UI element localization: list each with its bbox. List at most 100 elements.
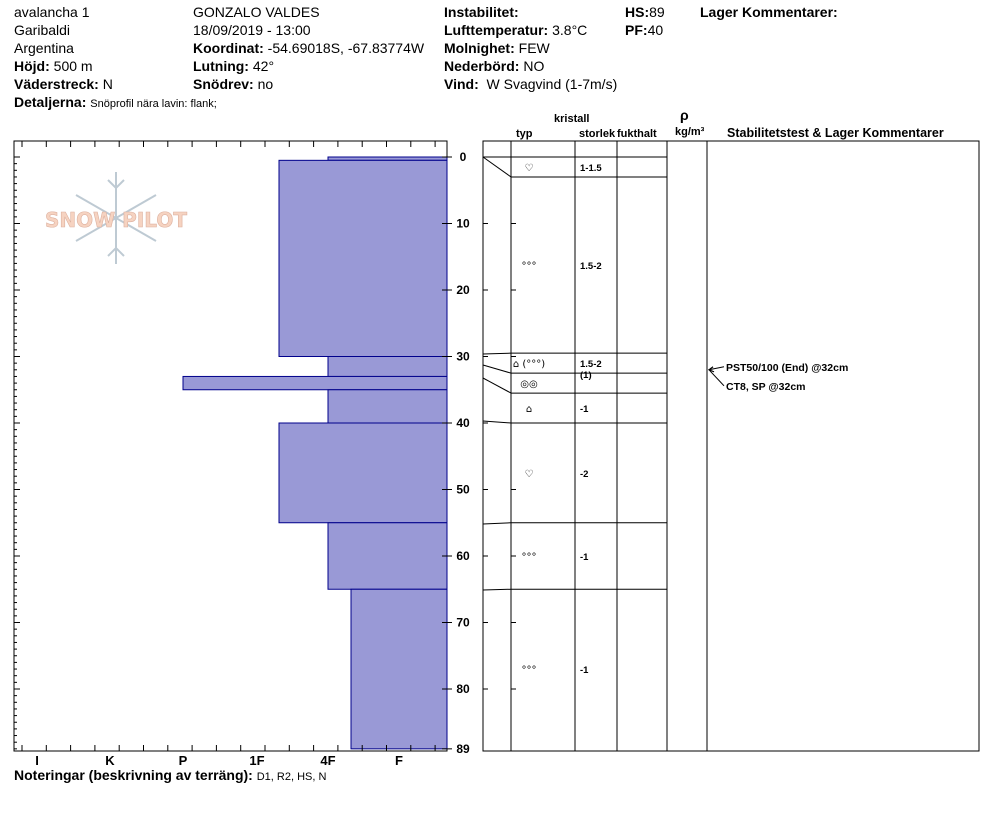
grain-size-label: -1 (580, 404, 589, 415)
grain-size-label: -1 (580, 552, 589, 563)
crystal-header: kristall (554, 113, 590, 125)
depth-tick-label: 60 (456, 549, 470, 563)
instability-label: Instabilitet: (444, 4, 519, 20)
hardness-tick-label: K (105, 753, 115, 768)
depth-tick-label: 30 (456, 350, 470, 364)
snow-drift-value: no (257, 76, 274, 92)
elevation-label: Höjd: (14, 58, 50, 74)
location-area: Garibaldi (14, 22, 71, 38)
pf-value: 40 (647, 22, 664, 38)
layer-comments-label: Lager Kommentarer: (700, 4, 838, 20)
air-temp: Lufttemperatur: 3.8°C (444, 22, 587, 38)
slope-label: Lutning: (193, 58, 249, 74)
notes-value: D1, R2, HS, N (256, 771, 327, 783)
hs: HS:89 (625, 4, 665, 20)
depth-tick-label: 20 (456, 283, 470, 297)
hardness-bar (327, 389, 448, 424)
density-unit: kg/m³ (675, 126, 705, 138)
grain-type-symbol: ⌂ (526, 404, 532, 415)
hardness-tick-label: I (35, 753, 39, 768)
depth-tick-label: 10 (456, 217, 470, 231)
details: Detaljerna: Snöprofil nära lavin: flank; (14, 94, 217, 112)
pf-label: PF: (625, 22, 648, 38)
hardness-tick-label: 1F (249, 753, 264, 768)
stratigraphy-table: ♡ 1-1.5°°° 1.5-2⌂ (°°°) 1.5-2(1)◎◎⌂ -1♡ -2°°°… (482, 140, 980, 752)
strat-connector (482, 156, 512, 178)
depth-tick-label: 40 (456, 416, 470, 430)
details-value: Snöprofil nära lavin: flank; (90, 98, 217, 110)
notes-label: Noteringar (beskrivning av terräng): (14, 767, 253, 783)
location-name: avalancha 1 (14, 4, 90, 20)
logo-text: SNOW PILOT (45, 208, 187, 232)
hs-label: HS: (625, 4, 650, 20)
grain-type-symbol: °°° (522, 665, 537, 676)
arrow-head-icon (707, 366, 715, 373)
depth-tick-label: 80 (456, 682, 470, 696)
depth-tick-label: 89 (456, 742, 470, 756)
hardness-chart: 0 10 20 30 40 50 60 70 80 89 I K P 1F 4F F (13, 140, 470, 768)
precipitation-value: NO (523, 58, 545, 74)
slope-value: 42° (252, 58, 275, 74)
coordinates-value: -54.69018S, -67.83774W (267, 40, 425, 56)
cloud-cover: Molnighet: FEW (444, 40, 550, 56)
strat-connector (482, 377, 512, 394)
moisture-header: fukthalt (617, 128, 657, 140)
hardness-bar (278, 159, 448, 357)
snow-drift: Snödrev: no (193, 76, 273, 92)
density-symbol: ρ (680, 107, 689, 123)
grain-size-label: 1.5-2 (580, 261, 602, 272)
hardness-bar (350, 588, 448, 750)
stability-test-label: CT8, SP @32cm (726, 381, 806, 393)
hardness-tick-label: 4F (320, 753, 335, 768)
wind-value: W Svagvind (1-7m/s) (486, 76, 618, 92)
snowflake-icon (75, 172, 157, 264)
grain-size-label: 1.5-2 (580, 359, 602, 370)
strat-frame (482, 140, 980, 752)
hs-value: 89 (649, 4, 665, 20)
grain-type-symbol: °°° (522, 552, 537, 563)
grain-size-label: (1) (580, 370, 592, 381)
grain-type-symbol: ◎◎ (520, 379, 537, 390)
stability-arrow (708, 366, 725, 371)
hardness-bar (182, 375, 448, 391)
aspect-label: Väderstreck: (14, 76, 99, 92)
elevation: Höjd: 500 m (14, 58, 93, 74)
pf: PF:40 (625, 22, 663, 38)
cloud-cover-label: Molnighet: (444, 40, 515, 56)
wind-label: Vind: (444, 76, 479, 92)
hardness-bar (327, 356, 448, 377)
depth-tick-label: 0 (460, 150, 467, 164)
precipitation: Nederbörd: NO (444, 58, 544, 74)
datetime: 18/09/2019 - 13:00 (193, 22, 311, 38)
coordinates-label: Koordinat: (193, 40, 264, 56)
cloud-cover-value: FEW (518, 40, 550, 56)
type-header: typ (516, 128, 533, 140)
aspect: Väderstreck: N (14, 76, 113, 92)
elevation-value: 500 m (53, 58, 93, 74)
notes: Noteringar (beskrivning av terräng): D1,… (14, 767, 326, 785)
size-header: storlek (579, 128, 616, 140)
stability-header: Stabilitetstest & Lager Kommentarer (727, 126, 944, 140)
snowpilot-logo: SNOW PILOT (45, 172, 188, 264)
air-temp-value: 3.8°C (552, 22, 588, 38)
strat-connector (482, 588, 512, 591)
hardness-tick-label: F (395, 753, 403, 768)
snow-drift-label: Snödrev: (193, 76, 254, 92)
stability-arrow (708, 369, 725, 387)
grain-type-symbol: °°° (522, 261, 537, 272)
hardness-tick-label: P (179, 753, 188, 768)
strat-connector (482, 364, 512, 374)
air-temp-label: Lufttemperatur: (444, 22, 549, 38)
strat-connector (482, 522, 512, 525)
strat-connector (482, 352, 512, 355)
grain-size-label: -2 (580, 469, 588, 480)
grain-type-symbol: ⌂ (°°°) (513, 359, 545, 370)
depth-tick-label: 70 (456, 616, 470, 630)
grain-size-label: -1 (580, 665, 589, 676)
observer: GONZALO VALDES (193, 4, 320, 20)
hardness-bar (327, 522, 448, 590)
depth-tick-label: 50 (456, 483, 470, 497)
strat-connector (482, 420, 512, 424)
details-label: Detaljerna: (14, 94, 87, 110)
